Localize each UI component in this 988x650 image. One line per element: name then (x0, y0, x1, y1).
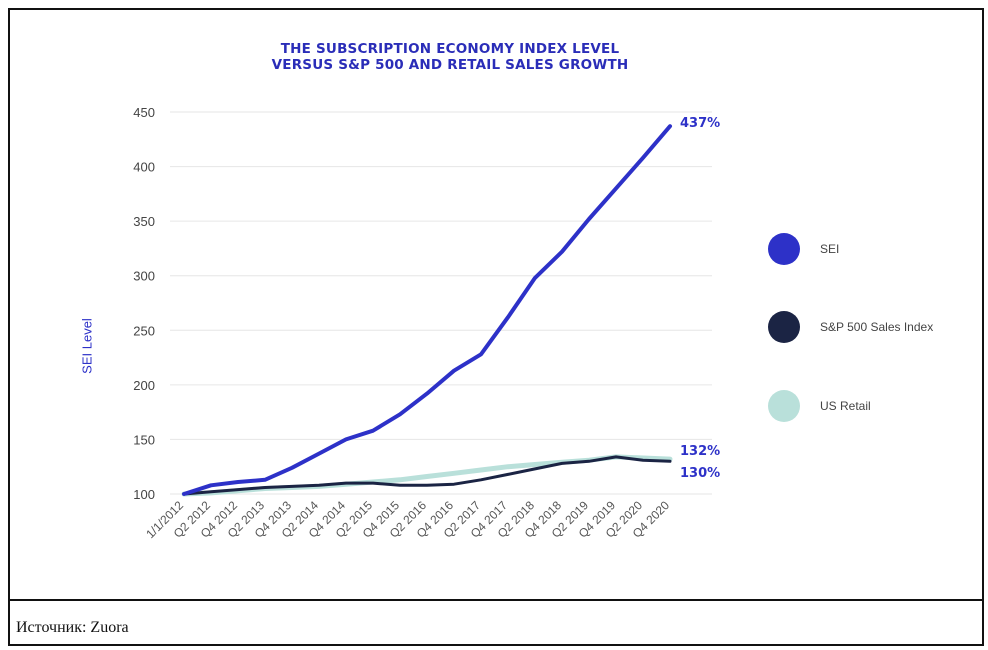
y-tick-labels: 100 150 200 250 300 350 400 450 (133, 105, 155, 502)
legend-label-us-retail: US Retail (820, 399, 871, 413)
y-tick-label: 350 (133, 214, 155, 229)
legend-item-sp500: S&P 500 Sales Index (768, 311, 933, 343)
end-labels: 437% 132% 130% (680, 116, 720, 481)
chart-title: THE SUBSCRIPTION ECONOMY INDEX LEVEL VER… (150, 41, 750, 73)
legend-item-us-retail: US Retail (768, 390, 871, 422)
chart-title-line-1: THE SUBSCRIPTION ECONOMY INDEX LEVEL (280, 41, 620, 57)
y-tick-label: 100 (133, 487, 155, 502)
series-line-s-p-500-sales-index (182, 455, 672, 496)
legend-swatch-us-retail (768, 390, 800, 422)
y-tick-label: 150 (133, 432, 155, 447)
caption-divider (8, 599, 984, 601)
y-tick-label: 200 (133, 378, 155, 393)
end-label: 130% (680, 466, 720, 481)
legend-item-sei: SEI (768, 233, 839, 265)
end-label: 132% (680, 444, 720, 459)
y-tick-label: 450 (133, 105, 155, 120)
series-lines (181, 124, 673, 497)
legend-swatch-sp500 (768, 311, 800, 343)
legend-label-sp500: S&P 500 Sales Index (820, 320, 934, 334)
legend-label-sei: SEI (820, 242, 840, 256)
source-caption: Источник: Zuora (16, 619, 129, 636)
end-label: 437% (680, 116, 720, 131)
gridlines (170, 111, 712, 495)
legend-swatch-sei (768, 233, 800, 265)
figure-frame (8, 8, 984, 646)
y-tick-label: 400 (133, 160, 155, 175)
y-tick-label: 250 (133, 323, 155, 338)
chart-title-line-2: VERSUS S&P 500 AND RETAIL SALES GROWTH (271, 57, 629, 73)
series-line-sei (182, 124, 672, 496)
y-tick-label: 300 (133, 269, 155, 284)
